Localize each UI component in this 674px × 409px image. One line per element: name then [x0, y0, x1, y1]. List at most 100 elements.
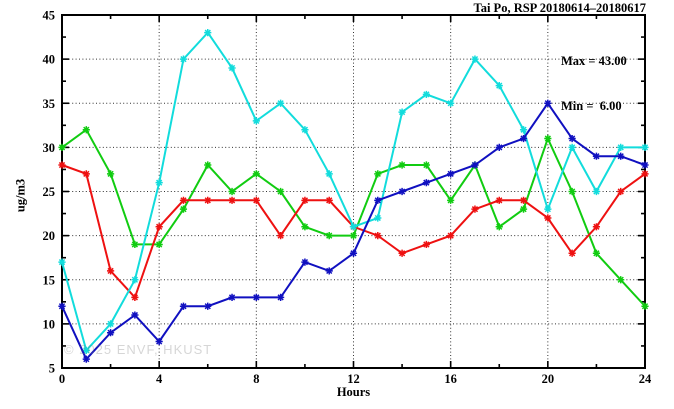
- series-cyan-marker: [131, 276, 139, 284]
- series-green-marker: [422, 161, 430, 169]
- y-tick-label: 5: [49, 362, 55, 376]
- series-green-marker: [325, 232, 333, 240]
- series-blue-marker: [641, 161, 649, 169]
- series-cyan-marker: [106, 320, 115, 328]
- series-red-marker: [471, 205, 479, 213]
- series-red-marker: [131, 293, 139, 301]
- series-red-marker: [106, 267, 115, 275]
- series-red-marker: [301, 196, 309, 204]
- series-green-marker: [228, 187, 236, 196]
- series-blue-marker: [471, 161, 479, 169]
- series-red-marker: [252, 196, 260, 204]
- series-cyan-marker: [617, 143, 625, 151]
- series-cyan-marker: [155, 179, 163, 187]
- series-red-marker: [374, 232, 382, 240]
- series-blue-marker: [82, 355, 90, 363]
- y-tick-label: 30: [43, 141, 56, 155]
- series-red-marker: [422, 240, 430, 249]
- series-green-marker: [641, 302, 649, 310]
- x-tick-label: 12: [347, 372, 360, 386]
- y-axis-label: ug/m3: [13, 178, 28, 213]
- series-cyan-marker: [349, 223, 358, 231]
- x-axis-label: Hours: [336, 385, 371, 399]
- series-red-marker: [179, 196, 188, 204]
- x-tick-label: 0: [59, 372, 65, 386]
- max-min-annotation: Max = 43.00 Min = 6.00: [561, 24, 627, 144]
- series-red-marker: [544, 214, 552, 222]
- series-red-marker: [592, 223, 601, 231]
- series-cyan-marker: [519, 126, 528, 134]
- series-green-marker: [398, 161, 406, 169]
- series-green-marker: [131, 240, 139, 249]
- series-cyan-marker: [325, 170, 333, 178]
- min-value-label: Min = 6.00: [561, 99, 622, 113]
- series-red-marker: [82, 170, 90, 178]
- series-cyan-marker: [179, 55, 188, 63]
- series-red-marker: [228, 196, 236, 204]
- series-green-marker: [568, 187, 576, 196]
- x-tick-label: 24: [639, 372, 652, 386]
- series-green-marker: [179, 205, 188, 213]
- series-cyan-marker: [301, 126, 309, 134]
- series-cyan-marker: [544, 205, 552, 213]
- series-blue-marker: [374, 196, 382, 204]
- series-blue-marker: [228, 293, 236, 301]
- series-blue-marker: [155, 337, 163, 346]
- series-red-marker: [155, 223, 163, 231]
- series-blue-marker: [544, 99, 552, 107]
- y-tick-label: 35: [43, 97, 56, 111]
- y-tick-label: 15: [43, 273, 56, 287]
- series-cyan-marker: [204, 29, 212, 37]
- series-cyan-marker: [374, 214, 382, 222]
- series-red-marker: [325, 196, 333, 204]
- series-green-marker: [277, 187, 285, 196]
- series-blue-marker: [349, 249, 358, 257]
- series-green-marker: [495, 223, 503, 231]
- series-blue-marker: [58, 302, 66, 310]
- series-blue-marker: [568, 134, 576, 143]
- series-cyan-marker: [422, 90, 430, 99]
- series-green-marker: [106, 170, 115, 178]
- series-green-marker: [374, 170, 382, 178]
- y-tick-label: 10: [43, 317, 56, 331]
- series-blue-marker: [495, 143, 503, 151]
- series-red-marker: [568, 249, 576, 257]
- series-blue-marker: [252, 293, 260, 301]
- series-green-marker: [592, 249, 601, 257]
- x-tick-label: 8: [253, 372, 259, 386]
- series-cyan-marker: [495, 82, 503, 90]
- series-cyan-marker: [592, 187, 601, 196]
- y-tick-label: 25: [43, 185, 56, 199]
- series-blue-marker: [519, 134, 528, 143]
- series-blue-marker: [131, 311, 139, 319]
- series-blue-marker: [592, 152, 601, 160]
- series-red-marker: [495, 196, 503, 204]
- series-cyan-marker: [277, 99, 285, 107]
- series-cyan-marker: [447, 99, 455, 107]
- series-red-marker: [277, 232, 285, 240]
- series-green-marker: [155, 240, 163, 249]
- y-tick-label: 20: [43, 229, 56, 243]
- x-tick-label: 20: [542, 372, 555, 386]
- series-green-marker: [349, 232, 358, 240]
- series-red-marker: [58, 161, 66, 169]
- x-tick-label: 4: [156, 372, 163, 386]
- series-blue-marker: [447, 170, 455, 178]
- series-blue-marker: [179, 302, 188, 310]
- series-cyan-marker: [82, 346, 90, 354]
- series-green-marker: [58, 143, 66, 151]
- series-green-marker: [301, 223, 309, 231]
- series-green-marker: [617, 276, 625, 284]
- series-blue-marker: [617, 152, 625, 160]
- series-cyan-marker: [58, 258, 66, 266]
- series-green-marker: [447, 196, 455, 204]
- y-tick-label: 40: [43, 53, 56, 67]
- series-red-marker: [641, 170, 649, 178]
- series-cyan-marker: [398, 108, 406, 116]
- series-cyan-marker: [471, 55, 479, 63]
- series-red-marker: [204, 196, 212, 204]
- y-tick-label: 45: [43, 9, 56, 23]
- series-green-marker: [204, 161, 212, 169]
